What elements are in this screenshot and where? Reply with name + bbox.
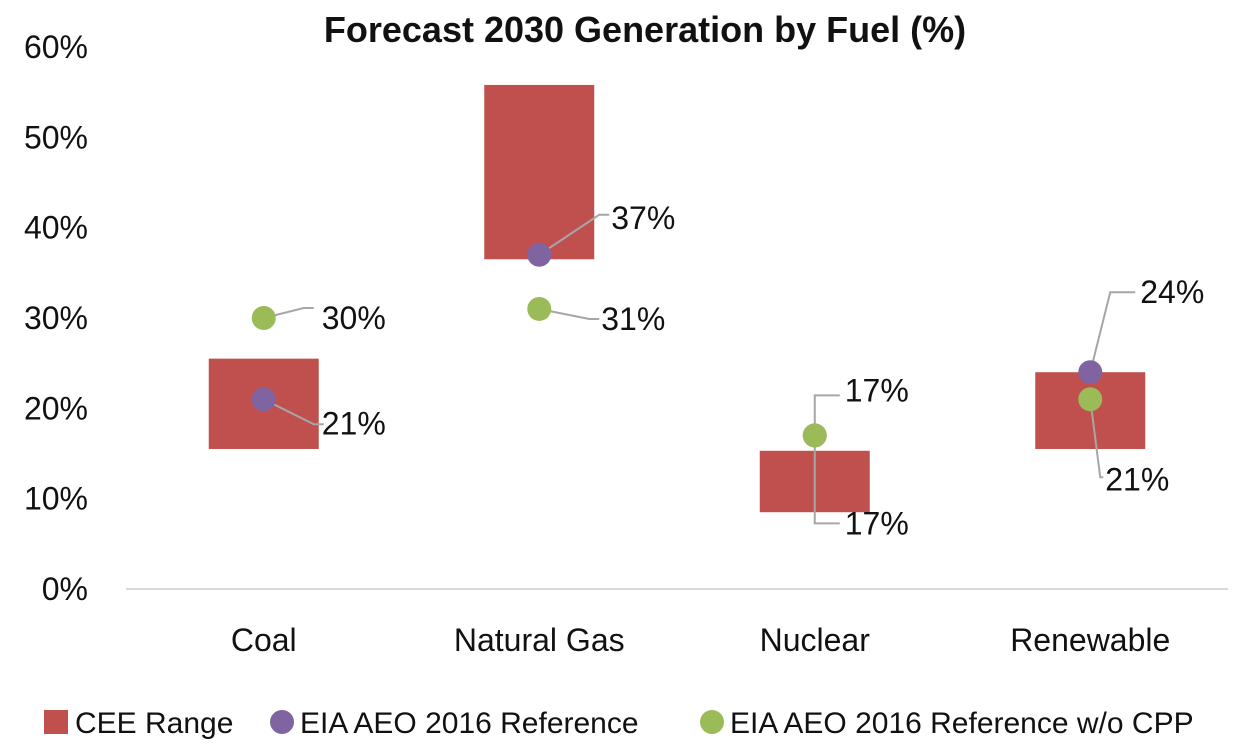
legend-swatch-eia-reference-wo-cpp xyxy=(700,710,724,734)
data-label: 21% xyxy=(322,405,386,441)
marker-point xyxy=(251,387,276,412)
data-label: 17% xyxy=(845,505,909,541)
range-bar xyxy=(484,84,595,260)
leader-line xyxy=(1089,291,1136,373)
legend-label: EIA AEO 2016 Reference xyxy=(300,707,639,740)
range-bars xyxy=(208,84,1146,513)
legend-label: EIA AEO 2016 Reference w/o CPP xyxy=(730,707,1194,740)
marker-point xyxy=(527,296,552,321)
label-leader-lines xyxy=(263,213,1136,525)
y-tick-label: 30% xyxy=(24,300,88,336)
leader-line xyxy=(539,307,600,320)
data-label: 31% xyxy=(601,301,665,337)
data-label: 24% xyxy=(1140,274,1204,310)
leader-line xyxy=(1089,399,1104,479)
y-axis: 0% 10% 20% 30% 40% 50% 60% xyxy=(24,29,88,607)
x-axis-labels: Coal Natural Gas Nuclear Renewable xyxy=(231,622,1170,658)
leader-line xyxy=(813,394,840,436)
x-tick-label: Renewable xyxy=(1010,622,1170,658)
y-tick-label: 50% xyxy=(24,119,88,155)
y-tick-label: 20% xyxy=(24,390,88,426)
leader-line xyxy=(813,435,840,525)
data-label: 17% xyxy=(845,372,909,408)
legend-label: CEE Range xyxy=(75,707,233,740)
y-tick-label: 10% xyxy=(24,481,88,517)
x-tick-label: Coal xyxy=(231,622,297,658)
legend-swatch-cee-range xyxy=(44,710,68,734)
x-tick-label: Nuclear xyxy=(760,622,871,658)
marker-point xyxy=(1078,387,1103,412)
data-labels: 21% 37% 17% 24% 30% 31% 17% 21% xyxy=(322,200,1205,542)
marker-point xyxy=(251,306,276,330)
markers xyxy=(251,242,1103,448)
chart-title: Forecast 2030 Generation by Fuel (%) xyxy=(324,9,966,50)
legend-swatch-eia-reference xyxy=(270,710,294,734)
marker-point xyxy=(802,423,827,448)
data-label: 30% xyxy=(322,300,386,336)
legend: CEE Range EIA AEO 2016 Reference EIA AEO 2… xyxy=(44,707,1194,740)
leader-line xyxy=(538,213,610,256)
leader-line xyxy=(263,398,324,426)
x-tick-label: Natural Gas xyxy=(454,622,625,658)
data-label: 37% xyxy=(611,200,675,236)
y-tick-label: 40% xyxy=(24,210,88,246)
data-label: 21% xyxy=(1105,461,1169,497)
marker-point xyxy=(1078,360,1103,385)
leader-line xyxy=(263,307,314,319)
y-tick-label: 0% xyxy=(42,571,88,607)
marker-point xyxy=(527,242,552,267)
y-tick-label: 60% xyxy=(24,29,88,65)
